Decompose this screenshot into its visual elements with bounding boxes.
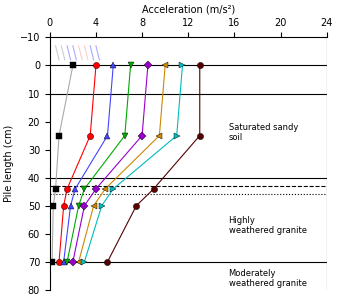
Text: Highly
weathered granite: Highly weathered granite bbox=[228, 216, 307, 235]
Text: Moderately
weathered granite: Moderately weathered granite bbox=[228, 269, 307, 288]
Y-axis label: Pile length (cm): Pile length (cm) bbox=[4, 125, 14, 202]
Text: Saturated sandy
soil: Saturated sandy soil bbox=[228, 123, 298, 142]
X-axis label: Acceleration (m/s²): Acceleration (m/s²) bbox=[142, 4, 235, 14]
